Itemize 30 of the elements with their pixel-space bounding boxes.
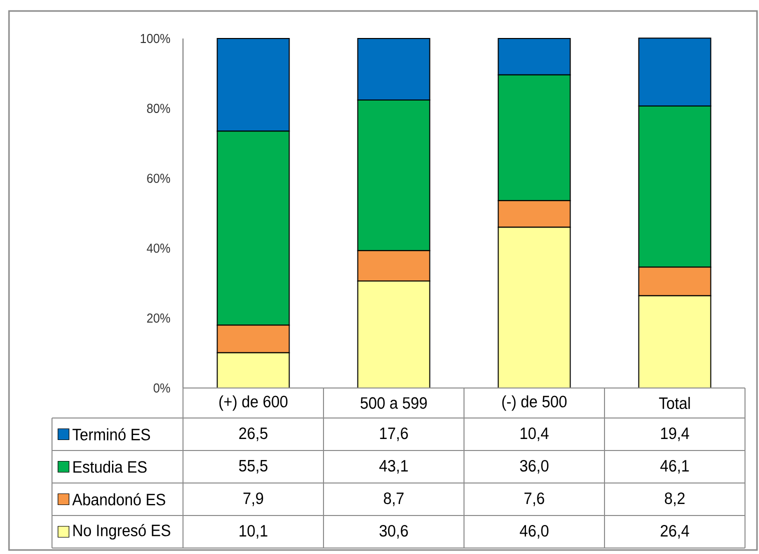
data-label: 55,5 [239, 460, 268, 474]
x-tick-label: 500 a 599 [360, 397, 427, 409]
x-tick-label: (-) de 500 [502, 395, 567, 411]
data-label: 46,1 [660, 460, 689, 474]
data-label: 7,9 [243, 492, 264, 506]
y-tick-label: 80% [147, 104, 170, 113]
data-label: 17,6 [380, 427, 408, 442]
legend-label: Estudia ES [73, 460, 147, 473]
data-label: 43,1 [379, 460, 408, 474]
data-label: 10,1 [240, 524, 268, 539]
y-tick-label: 40% [146, 244, 170, 253]
x-tick-label: (+) de 600 [219, 395, 288, 411]
legend-label: Abandonó ES [72, 493, 166, 506]
data-label: 7,6 [524, 492, 544, 506]
data-label: 36,0 [520, 460, 548, 474]
data-label: 10,4 [520, 427, 549, 442]
data-label: 30,6 [380, 524, 408, 539]
y-tick-label: 0% [154, 383, 170, 393]
data-label: 8,7 [384, 492, 404, 506]
data-label: 19,4 [661, 427, 690, 442]
legend-label: No Ingresó ES [73, 524, 170, 540]
data-label: 8,2 [664, 492, 685, 506]
data-label: 26,4 [660, 524, 690, 539]
y-tick-label: 60% [147, 174, 170, 183]
data-label: 46,0 [520, 524, 548, 539]
y-tick-label: 20% [147, 313, 170, 323]
y-tick-label: 100% [140, 34, 170, 44]
x-tick-label: Total [659, 396, 690, 410]
legend-label: Terminó ES [72, 428, 150, 440]
data-label: 26,5 [239, 427, 268, 442]
